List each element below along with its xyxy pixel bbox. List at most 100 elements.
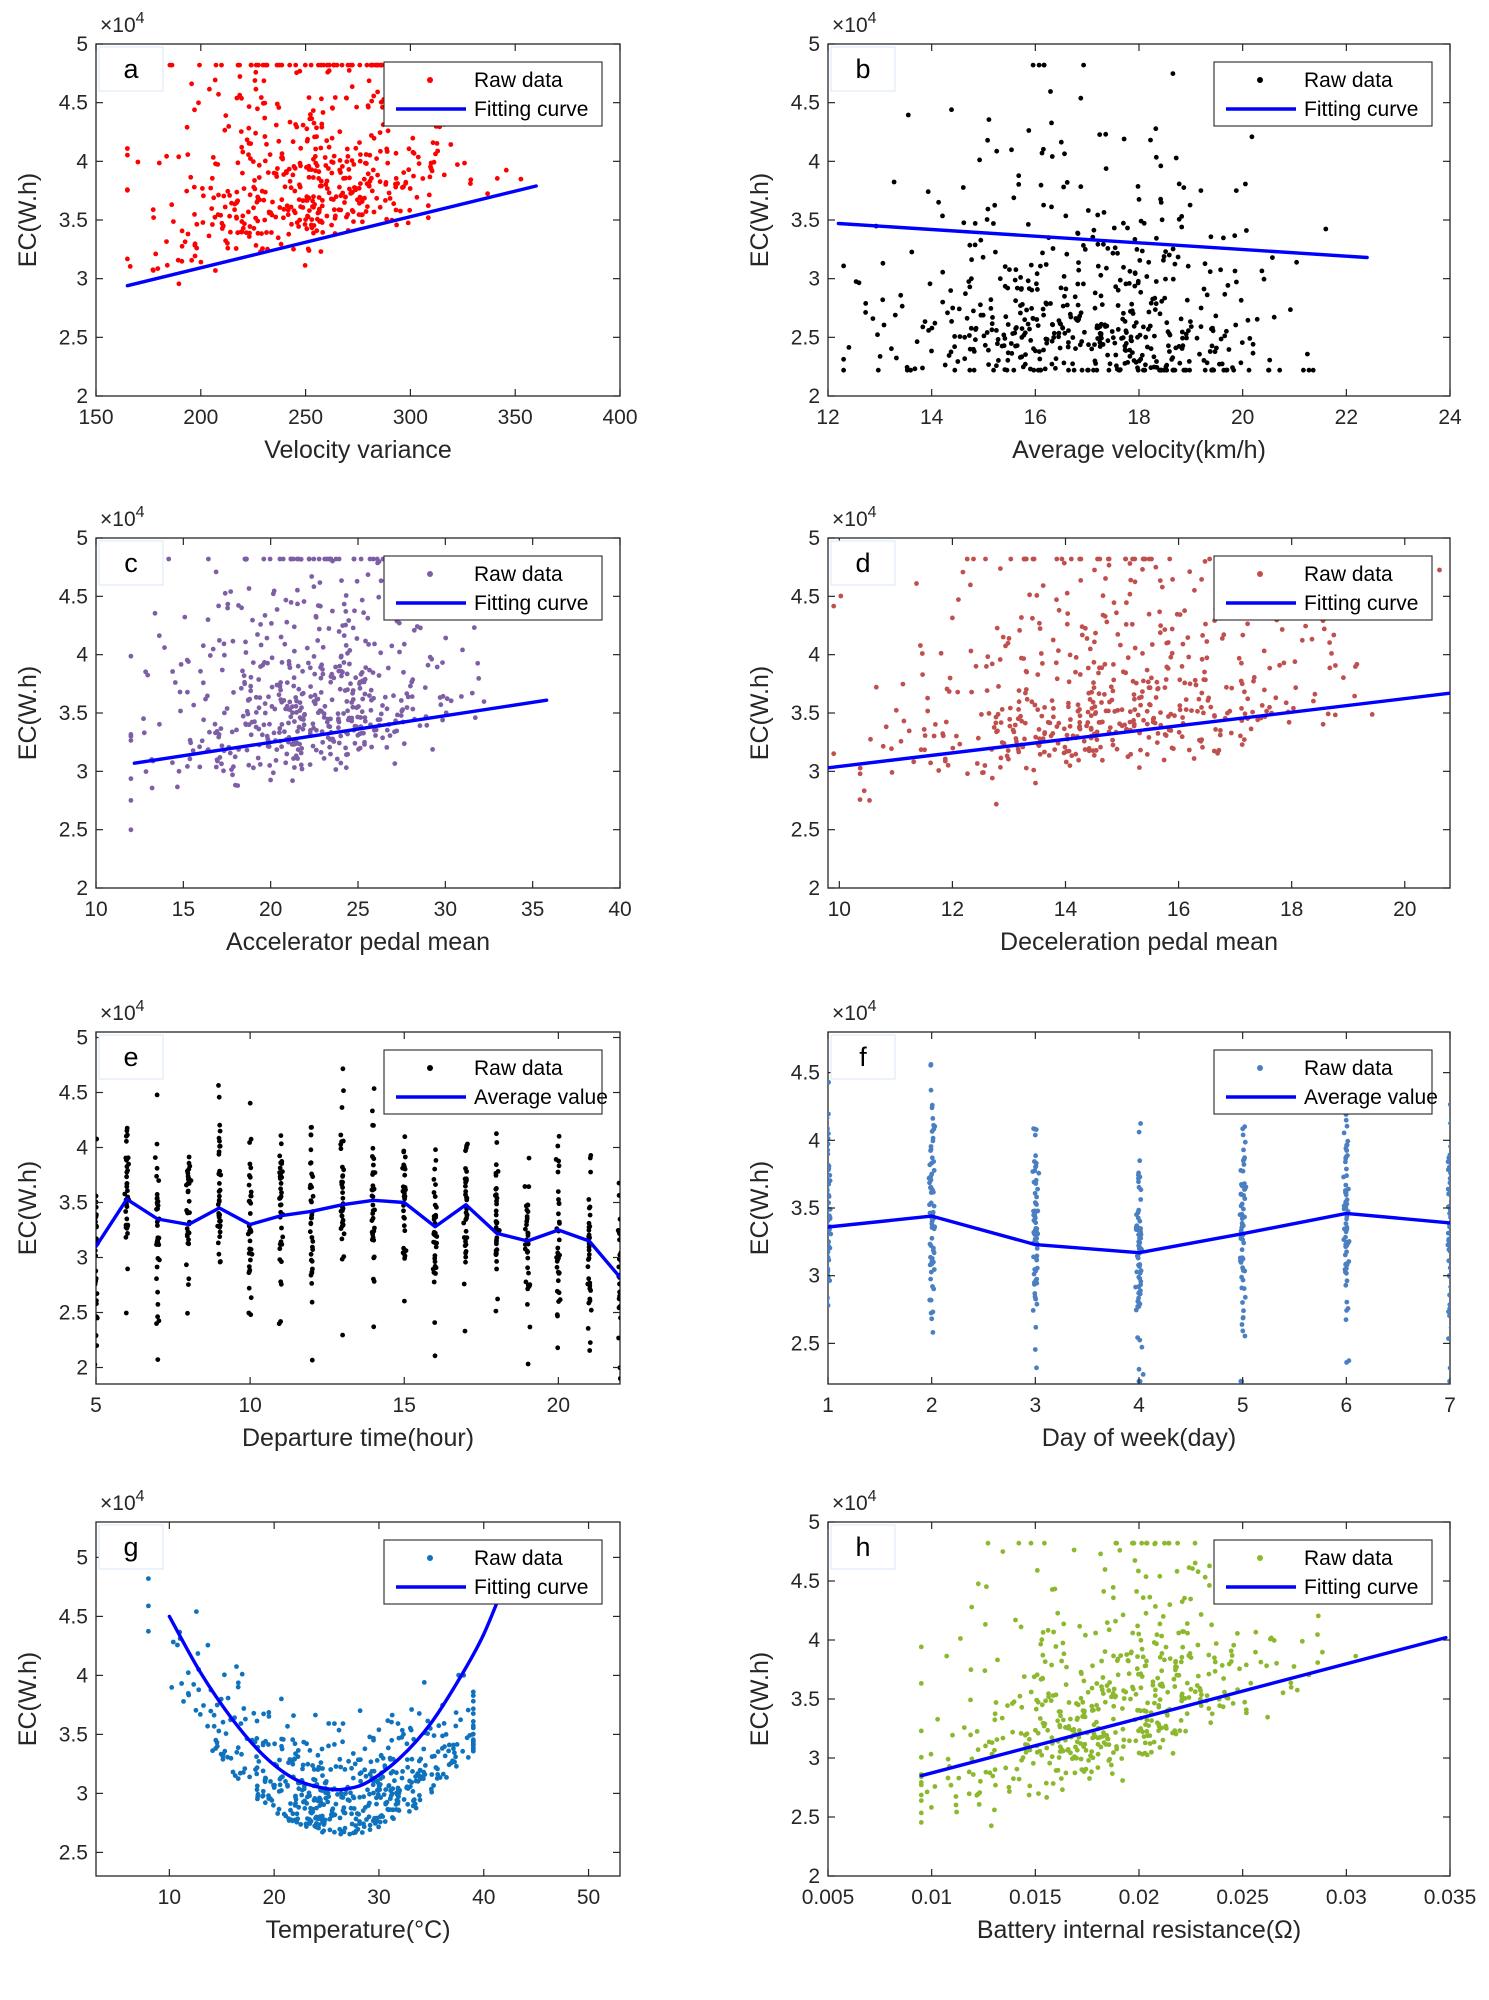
data-point [213, 569, 219, 575]
data-point [1157, 578, 1163, 583]
data-point [374, 1795, 379, 1801]
data-point [870, 316, 876, 321]
data-point [277, 1782, 283, 1788]
data-point [1003, 314, 1009, 320]
data-point [278, 1133, 284, 1138]
data-point [369, 1229, 375, 1235]
data-point [378, 711, 384, 717]
data-point [1138, 1282, 1143, 1288]
panel-tag-box [830, 540, 896, 586]
data-point [297, 217, 303, 223]
data-point [1143, 1574, 1149, 1580]
data-point [1132, 283, 1138, 289]
data-point [1140, 1595, 1146, 1601]
data-point [279, 1161, 285, 1166]
panel-tag-box [98, 1524, 164, 1570]
data-point [248, 1189, 254, 1195]
data-point [354, 1811, 360, 1816]
data-point [1053, 1692, 1059, 1698]
data-point [1019, 615, 1024, 620]
data-point [391, 201, 397, 207]
y-tick-label: 2 [76, 1357, 88, 1380]
data-point [1080, 1714, 1085, 1719]
data-point [246, 762, 252, 768]
data-point [927, 1162, 933, 1168]
panel-c: 10 15 20 25 30 35 4022.533.544.55×104Accelerat… [14, 504, 632, 956]
data-point [586, 1224, 592, 1230]
legend-box [383, 1049, 603, 1115]
data-point [1153, 126, 1159, 132]
data-point [925, 708, 931, 714]
x-tick-label: 15 [393, 1394, 416, 1417]
data-point [357, 1819, 362, 1824]
data-point [1033, 1220, 1039, 1226]
data-point [1101, 1589, 1107, 1594]
y-multiplier: ×104 [832, 998, 877, 1025]
data-point [1045, 1727, 1051, 1733]
y-tick-label: 3.5 [59, 1723, 88, 1746]
data-point [918, 643, 923, 648]
data-point [1063, 759, 1069, 765]
data-point [96, 1268, 99, 1274]
data-point [1449, 1196, 1450, 1201]
data-point [828, 1151, 831, 1157]
data-point [362, 742, 367, 747]
data-point [1343, 1317, 1349, 1323]
data-point [1051, 1629, 1056, 1635]
data-point [993, 714, 999, 720]
data-point [1058, 1713, 1063, 1719]
data-point [1081, 62, 1086, 68]
data-point [1188, 319, 1193, 324]
data-point [340, 1332, 345, 1338]
data-point [306, 95, 312, 100]
data-point [1147, 1741, 1153, 1746]
data-point [392, 1778, 397, 1784]
data-point [444, 696, 450, 702]
data-point [274, 607, 280, 612]
data-point [868, 736, 873, 742]
data-point [211, 1712, 217, 1718]
data-point [1343, 1244, 1349, 1250]
data-point [1224, 684, 1229, 690]
data-point [1165, 1689, 1171, 1695]
y-multiplier-base: ×10 [832, 1002, 868, 1025]
data-point [298, 1822, 304, 1827]
y-tick-label: 2 [76, 385, 88, 408]
data-point [199, 738, 205, 744]
data-point [1180, 1644, 1186, 1650]
data-point [1062, 744, 1068, 750]
data-point [205, 1642, 211, 1648]
data-point [308, 1132, 314, 1138]
data-point [311, 194, 316, 200]
data-point [390, 1786, 396, 1792]
data-point [831, 603, 837, 609]
data-point [1267, 357, 1273, 363]
data-point [1136, 695, 1142, 701]
data-point [369, 1768, 375, 1774]
data-point [1209, 1711, 1215, 1717]
data-point [428, 166, 434, 172]
data-point [264, 141, 269, 147]
data-point [992, 1747, 997, 1753]
data-point [875, 332, 880, 338]
panel-tag-box [98, 540, 164, 586]
data-point [407, 1809, 412, 1814]
data-point [411, 627, 417, 633]
data-point [255, 106, 260, 112]
x-axis-label: Velocity variance [264, 436, 452, 464]
data-point [1115, 1656, 1121, 1662]
data-point [200, 220, 206, 225]
data-point [617, 1237, 620, 1243]
data-point [296, 224, 301, 229]
data-point [1167, 1656, 1173, 1661]
data-point [1061, 1621, 1067, 1627]
data-point [358, 1770, 364, 1776]
data-point [1029, 699, 1035, 705]
data-point [337, 1756, 343, 1762]
data-point [372, 641, 377, 647]
data-point [453, 1723, 459, 1729]
data-point [201, 717, 207, 723]
data-point [1023, 765, 1029, 771]
data-point [828, 1079, 831, 1085]
data-point [1262, 687, 1267, 693]
